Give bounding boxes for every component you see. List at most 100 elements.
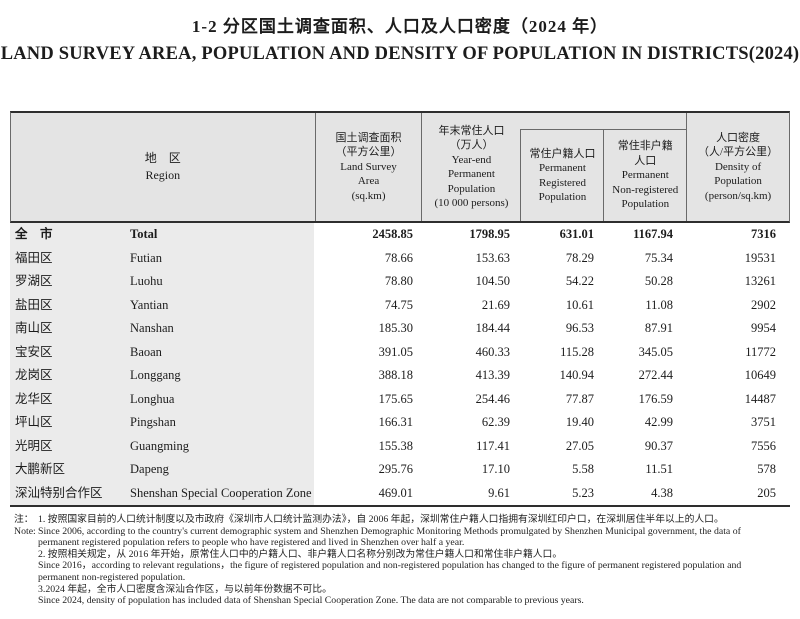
note-line: Note: Since 2006, according to the count…	[14, 526, 790, 538]
cell-density: 13261	[744, 274, 776, 288]
cell-population: 1798.95	[469, 227, 510, 241]
cell-nonregistered: 11.08	[645, 297, 673, 312]
region-name-en: Guangming	[130, 434, 314, 458]
region-name-en: Total	[130, 223, 314, 247]
cell-population: 153.63	[475, 250, 510, 265]
note-label: 注：	[14, 514, 34, 525]
header-region: 地 区 Region	[144, 151, 181, 182]
note-text: Since 2024, density of population has in…	[38, 595, 584, 607]
table-row-guangming: 光明区 Guangming 155.38 117.41 27.05 90.37 …	[10, 434, 790, 458]
cell-registered: 78.29	[565, 250, 594, 265]
region-name-zh: 罗湖区	[10, 270, 130, 294]
region-name-en: Longgang	[130, 364, 314, 388]
region-name-zh: 龙岗区	[10, 364, 130, 388]
cell-density: 3751	[751, 415, 776, 429]
header-nonregistered-population: 常住非户籍 人口 Permanent Non-registered Popula…	[612, 140, 679, 211]
cell-population: 413.39	[475, 368, 510, 382]
header-population-subgroup: 常住户籍人口 Permanent Registered Population 常…	[520, 129, 687, 221]
cell-population: 104.50	[475, 274, 510, 288]
cell-population: 17.10	[481, 462, 510, 476]
region-name-zh: 全 市	[10, 223, 130, 247]
table-row-shenshan: 深汕特别合作区 Shenshan Special Cooperation Zon…	[10, 481, 790, 505]
cell-population: 62.39	[481, 415, 510, 429]
cell-density: 19531	[744, 250, 776, 265]
note-line: Since 2016，according to relevant regulat…	[14, 560, 790, 572]
note-text: 3.2024 年起，全市人口密度含深汕合作区，与以前年份数据不可比。	[38, 583, 332, 595]
table-row-nanshan: 南山区 Nanshan 185.30 184.44 96.53 87.91 99…	[10, 317, 790, 341]
cell-land-area: 155.38	[378, 438, 413, 453]
header-population-group: 年末常住人口 （万人） Year-end Permanent Populatio…	[421, 113, 687, 221]
note-text: 1. 按照国家目前的人口统计制度以及市政府《深圳市人口统计监测办法》，自 200…	[38, 514, 724, 525]
cell-nonregistered: 1167.94	[633, 227, 673, 241]
cell-nonregistered: 272.44	[638, 368, 673, 382]
note-text: Since 2006, according to the country's c…	[38, 525, 741, 537]
note-text: permanent non-registered population.	[38, 571, 186, 583]
note-line: Since 2024, density of population has in…	[14, 595, 790, 607]
cell-nonregistered: 176.59	[638, 391, 673, 406]
cell-density: 14487	[744, 391, 776, 406]
region-name-en: Luohu	[130, 270, 314, 294]
cell-registered: 19.40	[565, 415, 594, 429]
table-row-dapeng: 大鹏新区 Dapeng 295.76 17.10 5.58 11.51 578	[10, 458, 790, 482]
cell-nonregistered: 90.37	[644, 438, 673, 453]
cell-density: 2902	[751, 297, 776, 312]
note-line: permanent non-registered population.	[14, 572, 790, 584]
cell-land-area: 175.65	[378, 391, 413, 406]
cell-density: 7316	[751, 227, 776, 241]
cell-registered: 5.23	[572, 485, 594, 500]
region-name-en: Shenshan Special Cooperation Zone	[130, 481, 314, 505]
cell-land-area: 78.80	[384, 274, 413, 288]
note-line: 2. 按照相关规定，从 2016 年开始，原常住人口中的户籍人口、非户籍人口名称…	[14, 549, 790, 561]
cell-land-area: 388.18	[378, 368, 413, 382]
cell-registered: 77.87	[565, 391, 594, 406]
cell-population: 460.33	[475, 344, 510, 359]
region-name-en: Nanshan	[130, 317, 314, 341]
region-name-en: Dapeng	[130, 458, 314, 482]
header-registered-population: 常住户籍人口 Permanent Registered Population	[521, 130, 605, 221]
cell-nonregistered: 50.28	[644, 274, 673, 288]
region-name-zh: 宝安区	[10, 340, 130, 364]
note-label: Note:	[14, 525, 36, 537]
table-row-yantian: 盐田区 Yantian 74.75 21.69 10.61 11.08 2902	[10, 293, 790, 317]
region-name-zh: 南山区	[10, 317, 130, 341]
cell-land-area: 2458.85	[372, 227, 413, 241]
footnotes: 注： 1. 按照国家目前的人口统计制度以及市政府《深圳市人口统计监测办法》，自 …	[14, 514, 790, 607]
cell-registered: 96.53	[565, 321, 594, 335]
region-name-en: Yantian	[130, 293, 314, 317]
header-density: 人口密度 （人/平方公里） Density of Population (per…	[686, 113, 789, 221]
region-name-zh: 盐田区	[10, 293, 130, 317]
table-row-luohu: 罗湖区 Luohu 78.80 104.50 54.22 50.28 13261	[10, 270, 790, 294]
page-title-english: LAND SURVEY AREA, POPULATION AND DENSITY…	[0, 44, 800, 64]
cell-nonregistered: 4.38	[651, 485, 673, 500]
table-row-futian: 福田区 Futian 78.66 153.63 78.29 75.34 1953…	[10, 246, 790, 270]
table-row-pingshan: 坪山区 Pingshan 166.31 62.39 19.40 42.99 37…	[10, 411, 790, 435]
cell-registered: 115.28	[560, 344, 594, 359]
cell-land-area: 469.01	[378, 485, 413, 500]
cell-density: 7556	[751, 438, 776, 453]
cell-registered: 140.94	[559, 368, 594, 382]
cell-population: 21.69	[481, 297, 510, 312]
region-name-en: Futian	[130, 246, 314, 270]
table-body: 全 市 Total 2458.85 1798.95 631.01 1167.94…	[10, 223, 790, 507]
cell-population: 184.44	[475, 321, 510, 335]
cell-population: 117.41	[476, 438, 510, 453]
cell-registered: 10.61	[565, 297, 594, 312]
table-row-baoan: 宝安区 Baoan 391.05 460.33 115.28 345.05 11…	[10, 340, 790, 364]
cell-nonregistered: 75.34	[644, 250, 673, 265]
header-yearend-population: 年末常住人口 （万人） Year-end Permanent Populatio…	[434, 124, 509, 210]
region-name-zh: 龙华区	[10, 387, 130, 411]
note-line: permanent registered population refers t…	[14, 537, 790, 549]
cell-nonregistered: 345.05	[638, 344, 673, 359]
cell-nonregistered: 42.99	[644, 415, 673, 429]
region-name-en: Pingshan	[130, 411, 314, 435]
cell-registered: 54.22	[565, 274, 594, 288]
table-row-total: 全 市 Total 2458.85 1798.95 631.01 1167.94…	[10, 223, 790, 247]
cell-density: 11772	[745, 344, 776, 359]
region-name-zh: 深汕特别合作区	[10, 481, 130, 505]
note-text: permanent registered population refers t…	[38, 537, 465, 549]
note-line: 注： 1. 按照国家目前的人口统计制度以及市政府《深圳市人口统计监测办法》，自 …	[14, 514, 790, 526]
note-text: 2. 按照相关规定，从 2016 年开始，原常住人口中的户籍人口、非户籍人口名称…	[38, 548, 563, 560]
cell-nonregistered: 87.91	[644, 321, 673, 335]
cell-land-area: 391.05	[378, 344, 413, 359]
